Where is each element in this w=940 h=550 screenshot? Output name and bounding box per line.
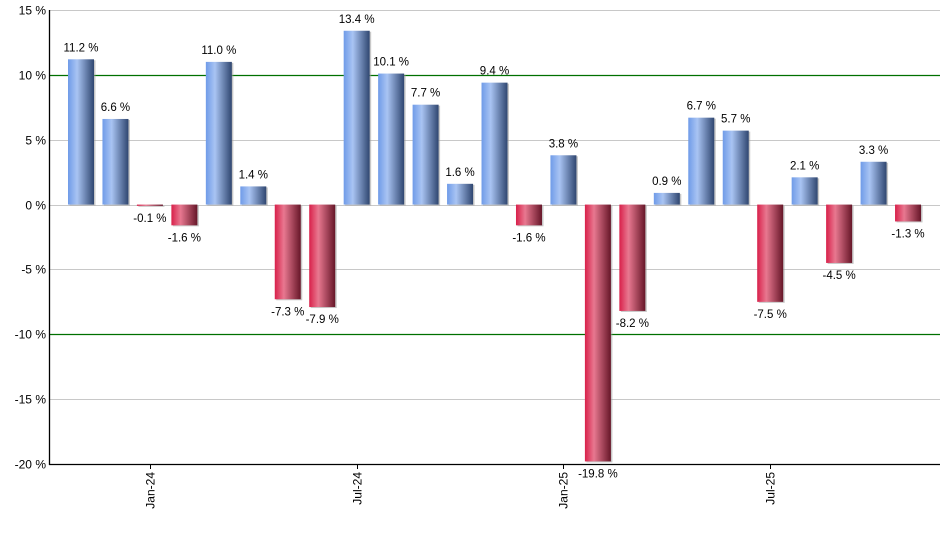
value-label: -7.3 % [271, 306, 304, 318]
value-label: -8.2 % [616, 318, 649, 330]
value-label: -1.6 % [168, 232, 201, 244]
value-label: 13.4 % [339, 14, 375, 26]
y-tick-label: 5 % [25, 134, 46, 148]
positive-bar [653, 192, 680, 205]
positive-bar [860, 161, 887, 205]
x-tick-label: Jan-24 [144, 472, 158, 509]
positive-bar [378, 73, 405, 205]
positive-bar [447, 183, 474, 205]
bar-shadow [138, 205, 165, 207]
negative-bar [136, 204, 163, 206]
value-label: -7.5 % [754, 309, 787, 321]
value-label: 11.2 % [64, 42, 99, 54]
axes: 15 % 10 % 5 % 0 % -5 % -10 % -15 % -20 % Jan-24 J… [15, 4, 940, 509]
value-label: 6.7 % [687, 101, 716, 113]
value-label: -1.6 % [512, 232, 545, 244]
positive-bar [412, 104, 439, 205]
negative-bar [515, 204, 542, 226]
positive-bar [481, 82, 508, 205]
y-tick-label: -15 % [15, 393, 47, 407]
value-label: 11.0 % [201, 45, 236, 57]
negative-bar [757, 204, 784, 302]
negative-bar [619, 204, 646, 311]
value-label: -4.5 % [822, 270, 855, 282]
negative-bar [826, 204, 853, 263]
positive-bar [68, 59, 94, 205]
positive-bar [722, 130, 749, 205]
x-tick-label: Jul-25 [764, 472, 778, 505]
value-label: 0.9 % [652, 176, 681, 188]
positive-bar [791, 177, 818, 205]
y-tick-label: -10 % [15, 328, 47, 342]
positive-bar [102, 118, 129, 205]
positive-bar [343, 30, 370, 205]
positive-bar [205, 61, 232, 205]
x-tick-label: Jan-25 [557, 472, 571, 509]
negative-bar [274, 204, 301, 300]
y-tick-label: 10 % [19, 69, 47, 83]
value-label: 3.8 % [549, 138, 578, 150]
value-label: 2.1 % [790, 160, 819, 172]
value-label: -7.9 % [306, 314, 339, 326]
value-label: 7.7 % [411, 88, 440, 100]
value-labels: 11.2 %6.6 %-0.1 %-1.6 %11.0 %1.4 %-7.3 %… [64, 14, 925, 481]
value-label: 5.7 % [721, 114, 750, 126]
positive-bar [688, 117, 715, 205]
y-tick-label: -5 % [21, 263, 46, 277]
value-label: 6.6 % [101, 102, 130, 114]
value-label: -1.3 % [891, 228, 924, 240]
value-label: 3.3 % [859, 145, 888, 157]
value-label: 1.6 % [445, 167, 474, 179]
negative-bar [895, 204, 922, 222]
y-tick-label: -20 % [15, 458, 47, 472]
bars [68, 30, 923, 463]
negative-bar [584, 204, 611, 462]
positive-bar [550, 155, 577, 205]
y-tick-label: 0 % [25, 199, 46, 213]
value-label: 1.4 % [239, 169, 268, 181]
value-label: -19.8 % [578, 468, 618, 480]
y-tick-label: 15 % [19, 4, 47, 18]
negative-bar [309, 204, 336, 308]
value-label: -0.1 % [133, 213, 166, 225]
value-label: 10.1 % [373, 57, 409, 69]
x-tick-label: Jul-24 [351, 472, 365, 505]
positive-bar [240, 186, 267, 205]
value-label: 9.4 % [480, 66, 509, 78]
negative-bar [171, 204, 198, 226]
